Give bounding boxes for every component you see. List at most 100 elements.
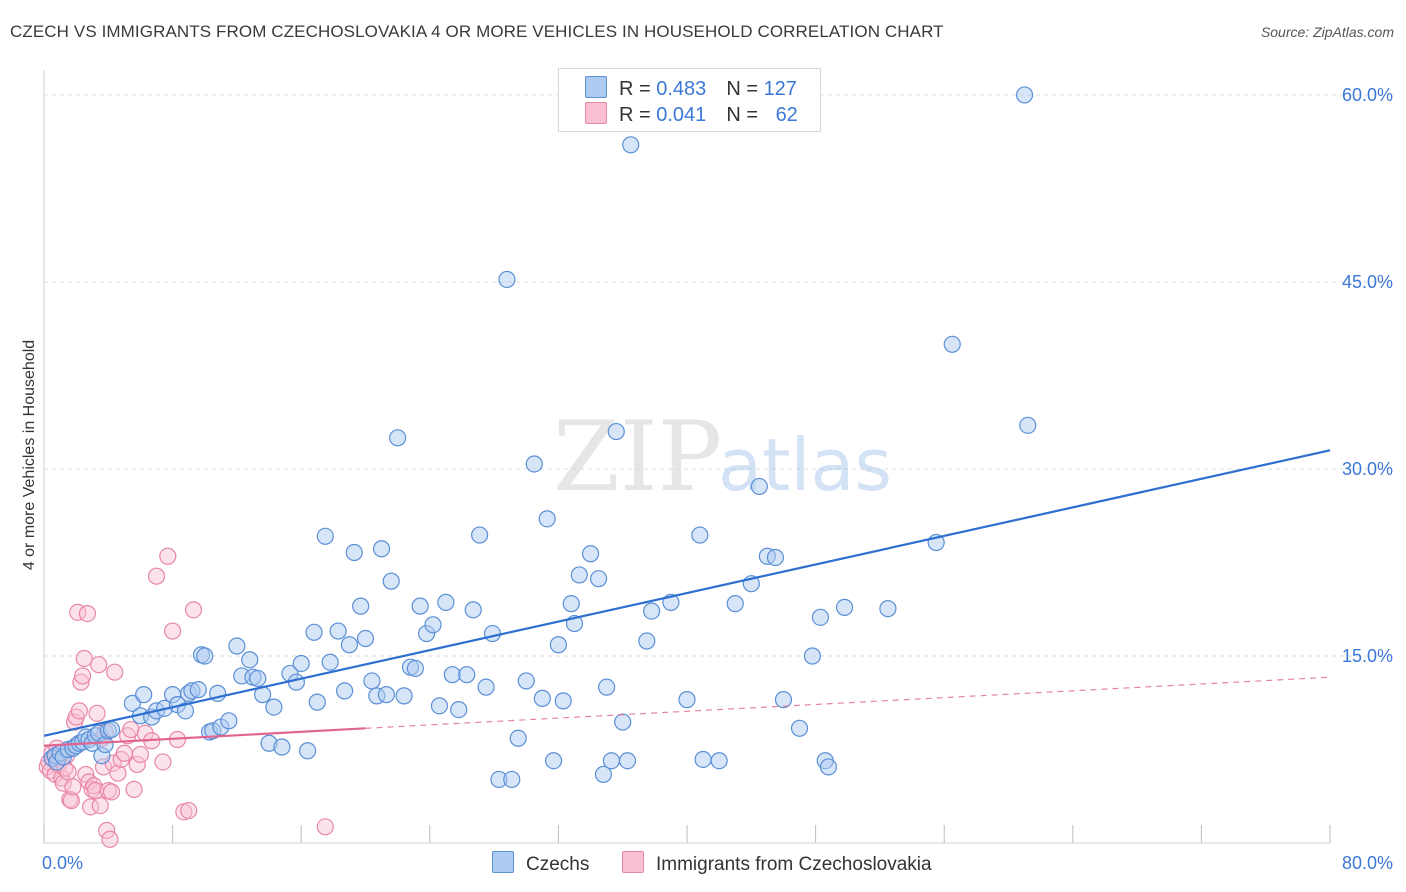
czech-point	[811, 608, 830, 626]
immigrants-point	[131, 745, 150, 764]
immigrants-swatch	[622, 851, 644, 873]
czech-point	[345, 543, 363, 562]
immigrants-swatch	[585, 102, 607, 124]
legend-immigrants-label: Immigrants from Czechoslovakia	[656, 854, 932, 875]
immigrants-point	[91, 796, 109, 815]
watermark-zip: ZIP	[553, 401, 722, 513]
immigrants-point	[54, 774, 72, 792]
czech-point	[411, 597, 429, 615]
legend-n-value: 62	[775, 104, 798, 126]
czech-point	[308, 693, 326, 711]
series-legend: Czechs Immigrants from Czechoslovakia	[0, 851, 1406, 879]
legend-r-value: 0.041	[656, 104, 707, 126]
czech-point	[694, 750, 712, 769]
czech-point	[562, 595, 580, 613]
czech-point	[389, 429, 407, 447]
y-tick-label: 45.0%	[1342, 272, 1393, 292]
czech-point	[363, 672, 381, 690]
immigrants-point	[78, 604, 97, 623]
czech-point	[382, 572, 400, 590]
czech-point	[678, 691, 696, 709]
czech-point	[835, 598, 854, 616]
czech-swatch	[585, 76, 607, 98]
czech-point	[1019, 416, 1037, 434]
czech-point	[598, 678, 616, 696]
czech-point	[622, 136, 640, 154]
czech-point	[406, 659, 424, 678]
czech-point	[766, 548, 785, 567]
czech-point	[123, 694, 142, 712]
czech-point	[377, 686, 395, 704]
czech-point	[525, 455, 543, 473]
immigrants-point	[88, 704, 106, 722]
czech-point	[450, 700, 468, 719]
czech-point	[691, 526, 709, 544]
czech-point	[503, 770, 521, 789]
watermark-atlas: atlas	[718, 423, 892, 507]
czech-point	[602, 752, 621, 770]
czech-point	[594, 765, 613, 784]
czech-point	[879, 600, 897, 618]
czech-point	[196, 647, 214, 665]
czech-point	[750, 477, 768, 496]
chart-title: CZECH VS IMMIGRANTS FROM CZECHOSLOVAKIA …	[10, 22, 944, 41]
czech-point	[395, 687, 413, 705]
grid-lines	[44, 94, 1390, 657]
immigrants-point	[316, 818, 334, 836]
x-tick-label: 0.0%	[42, 853, 83, 873]
czech-point	[607, 422, 625, 441]
czech-point	[570, 566, 588, 584]
czech-point	[220, 712, 238, 730]
czech-point	[533, 689, 551, 707]
immigrants-point	[70, 702, 88, 720]
axes	[43, 70, 1331, 844]
immigrants-trend-line-extrapolated	[365, 676, 1331, 729]
czech-point	[643, 602, 661, 620]
czech-point	[498, 270, 516, 289]
legend-n-label: N =	[726, 104, 764, 126]
czech-point	[638, 632, 656, 650]
czech-point	[249, 669, 267, 688]
immigrants-point	[154, 753, 172, 771]
czech-point	[517, 672, 535, 690]
czech-point	[803, 647, 821, 665]
immigrants-point	[147, 567, 166, 585]
immigrants-point	[128, 755, 146, 774]
czech-point	[774, 691, 793, 709]
watermark: ZIP atlas	[553, 401, 892, 513]
immigrants-point	[125, 780, 143, 798]
y-tick-label: 15.0%	[1342, 646, 1393, 666]
trend-lines	[43, 449, 1331, 747]
y-tick-label: 60.0%	[1342, 85, 1393, 105]
legend-n-value: 127	[763, 78, 797, 100]
czech-point	[509, 729, 527, 747]
legend-item-czechs[interactable]: Czechs	[492, 851, 589, 876]
immigrants-point	[159, 547, 177, 565]
immigrants-point	[62, 792, 80, 810]
legend-n-label: N =	[726, 78, 764, 100]
czech-point	[726, 595, 744, 613]
czech-trend-line	[43, 449, 1331, 737]
czech-point	[352, 597, 370, 615]
immigrants-point	[109, 764, 127, 782]
x-tick-label: 80.0%	[1342, 853, 1393, 873]
czech-point	[544, 752, 563, 770]
czech-point	[1015, 86, 1034, 104]
czech-point	[265, 698, 283, 716]
czech-point	[477, 678, 495, 696]
czech-point	[336, 682, 354, 700]
czech-point	[135, 686, 153, 704]
czech-point	[589, 570, 608, 588]
legend-item-immigrants[interactable]: Immigrants from Czechoslovakia	[622, 851, 932, 876]
czech-point	[176, 702, 195, 720]
czech-point	[356, 629, 375, 648]
czech-point	[554, 692, 572, 710]
source-label: Source: ZipAtlas.com	[1260, 24, 1394, 40]
czech-point	[287, 673, 305, 691]
legend-r-label: R =	[619, 104, 657, 126]
immigrants-point	[164, 622, 182, 640]
immigrants-point	[101, 830, 119, 848]
czech-point	[790, 719, 809, 737]
czech-point	[538, 510, 556, 528]
